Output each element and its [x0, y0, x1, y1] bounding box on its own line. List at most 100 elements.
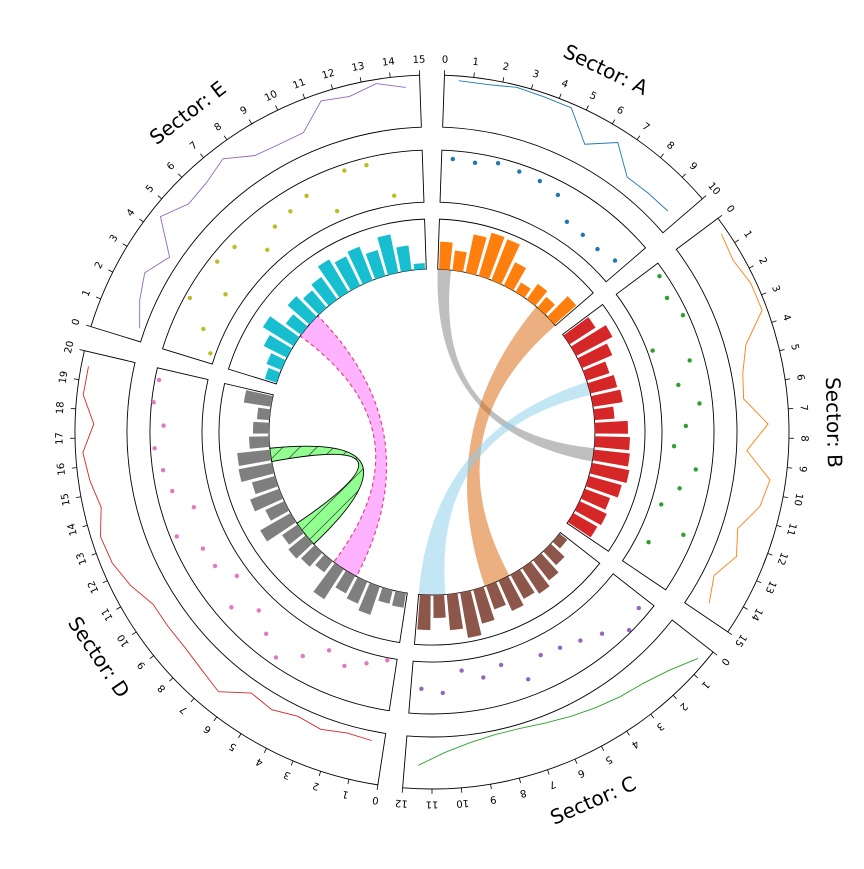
sector-d-tick-13 — [92, 553, 97, 555]
sector-c-scatter-point-7 — [499, 663, 503, 667]
sector-b-tick-3 — [762, 293, 767, 295]
sector-d-tick-label-4: 4 — [254, 755, 265, 768]
sector-c-tick-label-7: 7 — [548, 778, 558, 790]
sector-d-tick-label-10: 10 — [116, 632, 132, 649]
sector-d-tick-6 — [214, 717, 217, 721]
sector-a-tick-6 — [612, 120, 615, 124]
sector-c-tick-label-2: 2 — [677, 700, 689, 712]
sector-d-tick-10 — [132, 632, 136, 635]
sector-c-tick-label-11: 11 — [426, 799, 439, 810]
sector-e-scatter-point-11 — [342, 168, 346, 172]
sector-a-tick-label-3: 3 — [531, 69, 540, 81]
sector-d-bar-19 — [244, 390, 273, 407]
sector-e-tick-13 — [360, 77, 361, 82]
sector-e-tick-10 — [276, 106, 278, 111]
sector-e-bar-0 — [265, 368, 281, 383]
sector-d-tick-label-14: 14 — [66, 522, 80, 537]
sector-b-tick-label-6: 6 — [794, 373, 806, 381]
sector-d-scatter-point-4 — [301, 654, 305, 658]
sector-a-tick-label-6: 6 — [614, 105, 625, 118]
sector-e-tick-9 — [249, 120, 252, 124]
sector-d-tick-label-12: 12 — [86, 579, 101, 595]
sector-d-tick-label-2: 2 — [311, 779, 320, 791]
sector-b-tick-11 — [777, 525, 782, 526]
sector-b-tick-13 — [757, 581, 762, 583]
sector-d-tick-label-20: 20 — [63, 340, 77, 355]
sector-b-tick-label-2: 2 — [756, 256, 769, 267]
sector-c-scatter-point-8 — [481, 675, 485, 679]
sector-b-scatter-point-8 — [672, 444, 676, 448]
sector-d-tick-label-8: 8 — [156, 682, 168, 694]
sector-e-scatter-point-7 — [273, 224, 277, 228]
sector-d-tick-label-1: 1 — [341, 788, 350, 800]
sector-d-tick-8 — [169, 678, 173, 681]
sector-d-tick-4 — [264, 748, 266, 752]
sector-b-bar-8 — [594, 436, 630, 450]
sector-c-tick-3 — [651, 714, 654, 718]
sector-d-tick-label-18: 18 — [55, 401, 67, 414]
sector-b-tick-5 — [780, 350, 785, 351]
sector-b-tick-label-7: 7 — [798, 404, 809, 411]
sector-b-tick-1 — [735, 240, 739, 243]
sector-a-scatter-point-4 — [538, 179, 542, 183]
sector-e-scatter-point-2 — [188, 296, 192, 300]
sector-a-label: Sector: A — [560, 39, 652, 100]
sector-c-bar-11 — [417, 595, 430, 630]
sector-d-bar-5 — [313, 563, 343, 599]
sector-a-tick-label-10: 10 — [705, 181, 722, 198]
sector-d-tick-label-19: 19 — [58, 370, 71, 384]
sector-d-tick-label-13: 13 — [75, 551, 90, 567]
sector-c-tick-2 — [673, 695, 676, 699]
sector-a-tick-9 — [682, 174, 686, 178]
sector-e-tick-3 — [123, 244, 127, 247]
sector-d-tick-3 — [291, 761, 293, 766]
sector-d-tick-label-15: 15 — [60, 492, 73, 507]
sector-c-bar-10 — [433, 595, 445, 618]
sector-b-scatter-point-11 — [659, 502, 663, 506]
sector-d-bar-1 — [378, 587, 393, 604]
sector-b-tick-6 — [785, 379, 790, 380]
sector-d-scatter-point-15 — [161, 468, 165, 472]
sector-d-scatter-point-16 — [152, 446, 156, 450]
sector-d-scatter-point-2 — [342, 664, 346, 668]
sector-d-bar-18 — [257, 408, 271, 420]
sector-e-scatter-point-10 — [335, 209, 339, 213]
sector-c-tick-label-0: 0 — [719, 655, 732, 667]
sector-e-scatter-point-6 — [265, 248, 269, 252]
sector-e-scatter-point-8 — [288, 209, 292, 213]
sector-d-tick-label-3: 3 — [282, 768, 292, 781]
sector-c-tick-label-10: 10 — [456, 797, 470, 809]
sector-e-tick-14 — [390, 72, 391, 77]
sector-d-tick-0 — [377, 785, 378, 790]
sector-b-tick-4 — [772, 321, 777, 323]
sector-e-bar-13 — [396, 245, 411, 272]
sector-a-tick-label-1: 1 — [472, 57, 480, 69]
sector-e-tick-5 — [158, 196, 162, 199]
sector-c-tick-0 — [713, 652, 717, 655]
sector-b-tick-label-12: 12 — [774, 551, 789, 567]
sector-b-tick-9 — [787, 468, 792, 469]
sector-b-scatter-point-4 — [687, 358, 691, 362]
sector-b-tick-label-1: 1 — [741, 229, 754, 240]
sector-e-tick-label-10: 10 — [263, 89, 279, 104]
sector-d-tick-label-16: 16 — [56, 462, 68, 476]
sector-d-tick-19 — [74, 379, 79, 380]
sector-c-tick-4 — [627, 731, 630, 735]
sector-c-scatter-point-2 — [600, 631, 604, 635]
sector-a-bar-0 — [439, 242, 453, 270]
sector-a-scatter-point-1 — [473, 161, 477, 165]
sector-e-tick-12 — [331, 84, 332, 89]
sector-e-tick-label-7: 7 — [188, 140, 200, 153]
sector-d-scatter-point-3 — [327, 648, 331, 652]
sector-c-tick-1 — [694, 674, 698, 677]
sector-b-tick-label-5: 5 — [788, 343, 800, 352]
sector-b-tick-label-8: 8 — [798, 435, 809, 442]
sector-d-tick-2 — [319, 771, 321, 776]
sector-e-tick-label-3: 3 — [108, 233, 121, 244]
link-b-c-2 — [419, 382, 591, 595]
sector-d-scatter-point-14 — [170, 489, 174, 493]
sector-e-tick-label-12: 12 — [321, 68, 336, 82]
sector-c-scatter-point-0 — [637, 606, 641, 610]
sector-e-tick-label-2: 2 — [93, 260, 106, 271]
sector-c-tick-5 — [601, 746, 603, 750]
